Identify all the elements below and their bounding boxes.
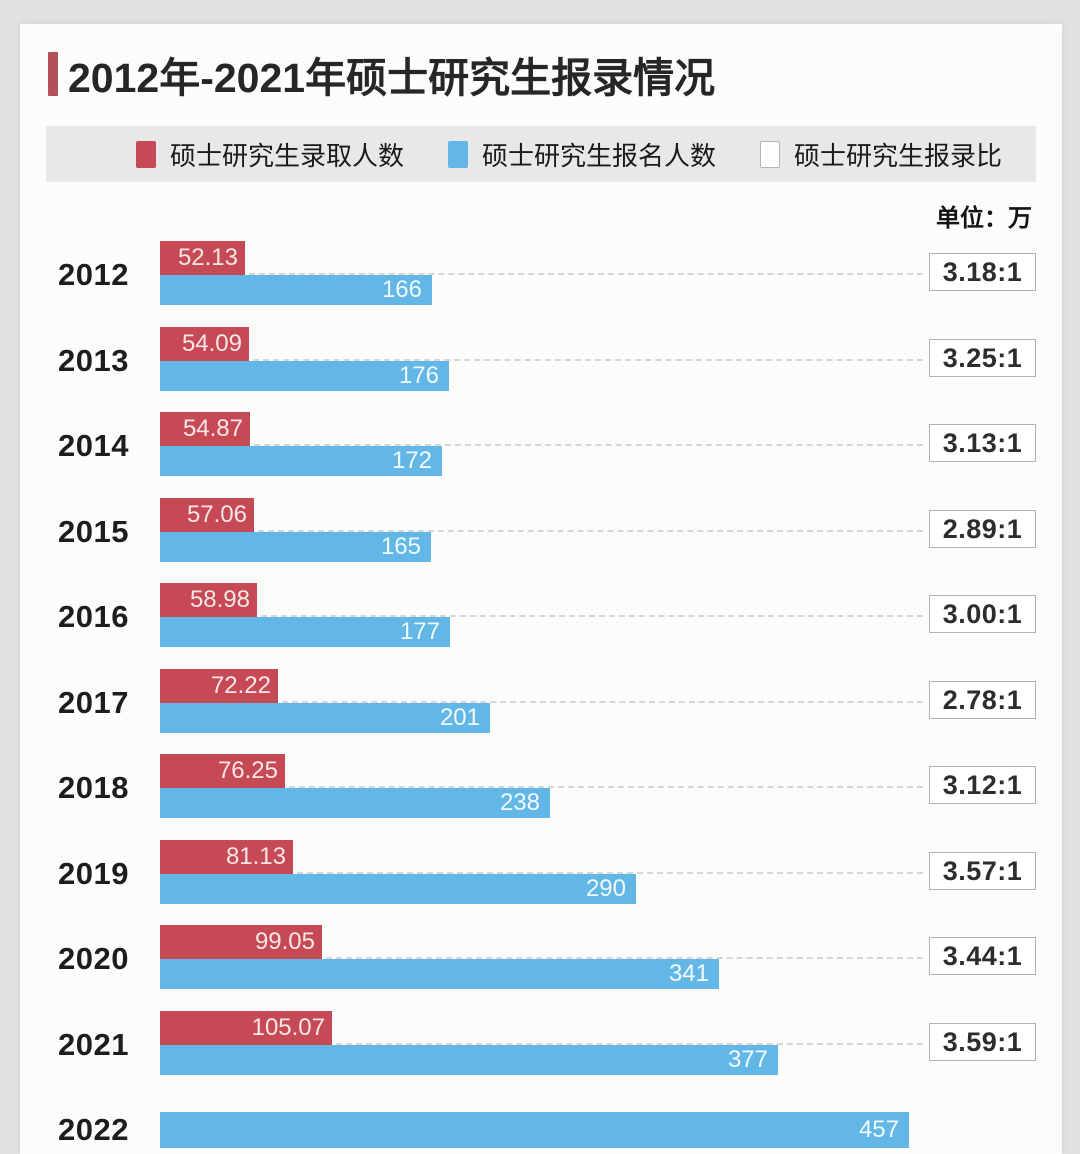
year-label: 2019: [58, 856, 129, 891]
admitted-bar: 81.13: [160, 840, 293, 874]
admitted-bar: 52.13: [160, 241, 245, 275]
chart-row-2019: 2019 81.13 290 3.57:1: [58, 831, 1036, 917]
admitted-value: 58.98: [189, 586, 250, 613]
applicants-value: 457: [858, 1116, 899, 1143]
admitted-value: 76.25: [217, 757, 278, 784]
ratio-box: 3.18:1: [929, 253, 1036, 291]
leader-line: [326, 957, 923, 959]
admitted-value: 72.22: [210, 672, 271, 699]
applicants-value: 201: [439, 704, 480, 731]
ratio-box: 3.25:1: [929, 339, 1036, 377]
leader-line: [289, 786, 923, 788]
applicants-bar: 172: [160, 446, 442, 476]
applicants-value: 290: [585, 875, 626, 902]
year-label: 2017: [58, 685, 129, 720]
year-label: 2014: [58, 428, 129, 463]
leader-line: [261, 615, 923, 617]
leader-line: [336, 1043, 923, 1045]
chart-row-2013: 2013 54.09 176 3.25:1: [58, 318, 1036, 404]
admitted-bar: 99.05: [160, 925, 322, 959]
admitted-value: 57.06: [186, 501, 247, 528]
ratio-box: 3.12:1: [929, 766, 1036, 804]
ratio-box: 3.44:1: [929, 937, 1036, 975]
year-label: 2016: [58, 599, 129, 634]
chart-row-2014: 2014 54.87 172 3.13:1: [58, 403, 1036, 489]
blue-swatch-icon: [447, 140, 468, 168]
admitted-value: 99.05: [254, 928, 315, 955]
applicants-value: 172: [391, 447, 432, 474]
applicants-bar: 290: [160, 874, 636, 904]
chart-row-2022: 2022 457: [58, 1087, 1036, 1154]
admitted-value: 54.87: [182, 415, 243, 442]
leader-line: [258, 530, 923, 532]
admitted-bar: 54.87: [160, 412, 250, 446]
admitted-bar: 105.07: [160, 1011, 332, 1045]
admitted-bar: 57.06: [160, 498, 254, 532]
applicants-bar: 176: [160, 361, 449, 391]
white-swatch-icon: [760, 140, 780, 168]
title-accent-bar: [48, 52, 58, 96]
admitted-value: 54.09: [181, 330, 242, 357]
applicants-value: 176: [398, 362, 439, 389]
applicants-bar: 377: [160, 1045, 778, 1075]
applicants-value: 377: [727, 1046, 768, 1073]
red-swatch-icon: [135, 140, 156, 168]
year-label: 2022: [58, 1112, 129, 1147]
ratio-box: 3.13:1: [929, 424, 1036, 462]
leader-line: [249, 273, 923, 275]
admitted-bar: 58.98: [160, 583, 257, 617]
year-label: 2018: [58, 770, 129, 805]
applicants-value: 341: [668, 960, 709, 987]
admitted-bar: 54.09: [160, 327, 249, 361]
chart-row-2016: 2016 58.98 177 3.00:1: [58, 574, 1036, 660]
applicants-value: 238: [499, 789, 540, 816]
applicants-bar: 341: [160, 959, 719, 989]
applicants-value: 177: [399, 618, 440, 645]
ratio-box: 3.57:1: [929, 852, 1036, 890]
applicants-value: 166: [381, 276, 422, 303]
chart-row-2018: 2018 76.25 238 3.12:1: [58, 745, 1036, 831]
legend-label: 硕士研究生报名人数: [481, 140, 716, 171]
admitted-value: 81.13: [225, 843, 286, 870]
leader-line: [297, 872, 923, 874]
leader-line: [254, 444, 923, 446]
page-title: 2012年-2021年硕士研究生报录情况: [68, 55, 716, 101]
legend: 硕士研究生录取人数 硕士研究生报名人数 硕士研究生报录比: [46, 126, 1036, 182]
applicants-bar: 165: [160, 532, 431, 562]
chart-row-2021: 2021 105.07 377 3.59:1: [58, 1002, 1036, 1088]
applicants-bar: 177: [160, 617, 450, 647]
year-label: 2012: [58, 257, 129, 292]
legend-item-ratio: 硕士研究生报录比: [760, 136, 1002, 173]
admitted-bar: 72.22: [160, 669, 278, 703]
year-label: 2021: [58, 1027, 129, 1062]
chart-row-2020: 2020 99.05 341 3.44:1: [58, 916, 1036, 1002]
ratio-box: 2.78:1: [929, 681, 1036, 719]
applicants-bar: 238: [160, 788, 550, 818]
leader-line: [253, 359, 923, 361]
chart-row-2012: 2012 52.13 166 3.18:1: [58, 232, 1036, 318]
legend-item-applicants: 硕士研究生报名人数: [447, 136, 716, 173]
ratio-box: 2.89:1: [929, 510, 1036, 548]
year-label: 2015: [58, 514, 129, 549]
unit-label: 单位：万: [936, 205, 1032, 232]
legend-label: 硕士研究生报录比: [794, 140, 1003, 171]
legend-item-admitted: 硕士研究生录取人数: [135, 136, 404, 173]
applicants-value: 165: [380, 533, 421, 560]
applicants-bar: 166: [160, 275, 432, 305]
year-label: 2020: [58, 941, 129, 976]
chart-row-2015: 2015 57.06 165 2.89:1: [58, 489, 1036, 575]
applicants-bar: 201: [160, 703, 490, 733]
applicants-bar: 457: [160, 1112, 909, 1148]
admitted-value: 52.13: [177, 244, 238, 271]
admitted-bar: 76.25: [160, 754, 285, 788]
admitted-value: 105.07: [251, 1014, 325, 1041]
ratio-box: 3.59:1: [929, 1023, 1036, 1061]
legend-label: 硕士研究生录取人数: [169, 140, 404, 171]
chart-row-2017: 2017 72.22 201 2.78:1: [58, 660, 1036, 746]
leader-line: [282, 701, 923, 703]
year-label: 2013: [58, 343, 129, 378]
ratio-box: 3.00:1: [929, 595, 1036, 633]
